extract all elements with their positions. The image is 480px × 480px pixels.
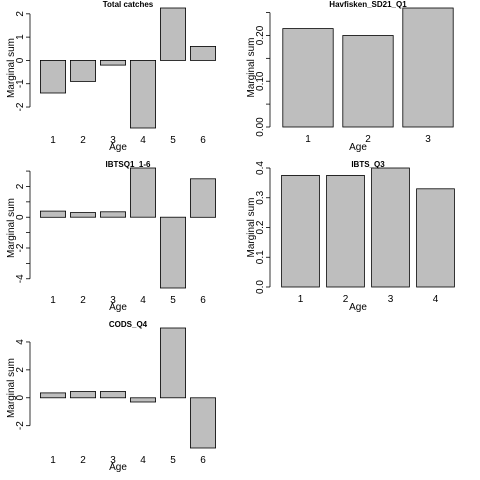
x-tick-label: 2 (365, 134, 371, 145)
y-tick-label: -1 (15, 79, 26, 88)
x-tick-label: 4 (140, 295, 146, 306)
panel-title: CODS_Q4 (109, 320, 148, 329)
y-axis-label: Marginal sum (6, 198, 17, 258)
y-tick-label: 2 (15, 183, 26, 189)
y-tick-label: 1 (15, 34, 26, 40)
bar (416, 188, 455, 288)
bar (40, 60, 67, 94)
x-tick-label: 1 (298, 294, 304, 305)
y-axis-label: Marginal sum (6, 358, 17, 418)
y-tick-label: -2 (15, 421, 26, 430)
y-tick-label: 0.1 (255, 250, 266, 264)
x-tick-label: 6 (200, 295, 206, 306)
panel-2: 1 2 3 0.00 0.10 0.20 Havfisken_SD21_Q1 Age Margi… (246, 0, 454, 153)
x-tick-label: 6 (200, 455, 206, 466)
x-tick-label: 5 (170, 135, 176, 146)
bar (342, 35, 394, 128)
y-tick-label: 0.10 (255, 71, 266, 91)
x-tick-label: 6 (200, 135, 206, 146)
bar (70, 60, 97, 82)
bar (129, 60, 156, 129)
x-tick-label: 3 (388, 294, 394, 305)
bar (189, 46, 216, 61)
bar (129, 167, 156, 218)
y-tick-label: 0.20 (255, 25, 266, 45)
y-tick-label: 4 (15, 339, 26, 345)
x-tick-label: 5 (170, 295, 176, 306)
x-axis-label: Age (349, 302, 367, 313)
y-tick-label: 0 (15, 57, 26, 63)
x-tick-label: 2 (80, 295, 86, 306)
panel-5: 1 2 3 4 5 6 -2 0 2 4 CODS_Q4 Age Marginal sum (6, 320, 216, 473)
panel-3: 1 2 3 4 5 6 -4 -2 0 2 IBTSQ1_1-6 Age Marginal sum (6, 160, 216, 313)
x-axis-label: Age (349, 142, 367, 153)
bar (282, 28, 334, 128)
y-tick-label: -2 (15, 102, 26, 111)
bar (70, 391, 97, 399)
bar (159, 7, 186, 61)
x-tick-label: 2 (343, 294, 349, 305)
panel-title: Total catches (103, 0, 154, 9)
x-tick-label: 3 (110, 135, 116, 146)
y-tick-label: 0.0 (255, 280, 266, 294)
bar (189, 397, 216, 449)
bar (40, 210, 67, 218)
x-tick-label: 1 (305, 134, 311, 145)
bar (100, 211, 127, 218)
x-tick-label: 2 (80, 135, 86, 146)
bar (159, 216, 186, 289)
x-tick-label: 2 (80, 455, 86, 466)
x-tick-label: 1 (50, 455, 56, 466)
panel-1: 1 2 3 4 5 6 -2 -1 0 1 2 Total catches Age Marginal su… (6, 0, 216, 153)
x-tick-label: 4 (140, 135, 146, 146)
bar (281, 174, 320, 288)
x-axis-label: Age (109, 142, 127, 153)
bar (129, 397, 156, 403)
y-tick-label: 2 (15, 367, 26, 373)
x-tick-label: 4 (433, 294, 439, 305)
bar (70, 212, 97, 218)
y-axis-label: Marginal sum (246, 37, 257, 97)
bar (100, 60, 127, 66)
x-tick-label: 3 (425, 134, 431, 145)
x-axis-label: Age (109, 302, 127, 313)
x-tick-label: 1 (50, 135, 56, 146)
panel-title: IBTSQ1_1-6 (106, 160, 151, 169)
x-tick-label: 5 (170, 455, 176, 466)
bar (371, 167, 410, 288)
y-axis-label: Marginal sum (6, 38, 17, 98)
panel-4: 1 2 3 4 0.0 0.1 0.2 0.3 0.4 IBTS_Q3 Age Marginal su… (246, 160, 455, 313)
y-tick-label: 2 (15, 11, 26, 17)
bar (402, 7, 454, 128)
bar (100, 391, 127, 399)
y-tick-label: 0 (15, 214, 26, 220)
y-tick-label: 0.4 (255, 161, 266, 175)
x-tick-label: 4 (140, 455, 146, 466)
bar (159, 327, 186, 399)
bar (189, 178, 216, 218)
y-tick-label: -4 (15, 274, 26, 283)
bar (326, 174, 365, 288)
y-axis-label: Marginal sum (246, 197, 257, 257)
x-tick-label: 3 (110, 455, 116, 466)
x-tick-label: 3 (110, 295, 116, 306)
panel-title: IBTS_Q3 (351, 160, 385, 169)
y-tick-label: 0 (15, 395, 26, 401)
x-tick-label: 1 (50, 295, 56, 306)
y-tick-label: -2 (15, 243, 26, 252)
panel-title: Havfisken_SD21_Q1 (329, 0, 407, 9)
x-axis-label: Age (109, 462, 127, 473)
y-tick-label: 0.3 (255, 190, 266, 204)
y-tick-label: 0.00 (255, 117, 266, 137)
bar (40, 392, 67, 399)
y-tick-label: 0.2 (255, 220, 266, 234)
